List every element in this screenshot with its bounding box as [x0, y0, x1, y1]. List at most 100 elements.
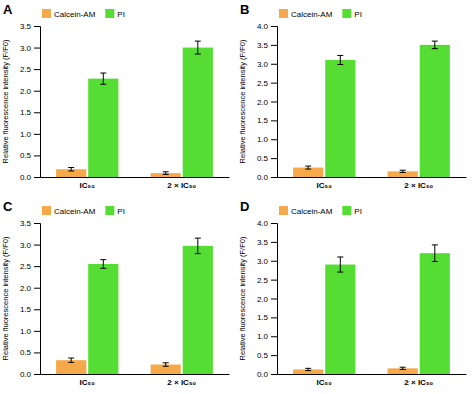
x-tick-label: 2 × IC₅₀ — [404, 181, 433, 190]
legend-label: Calcein-AM — [291, 207, 333, 216]
error-bar — [400, 170, 406, 172]
y-tick-mark — [271, 120, 277, 121]
y-tick-mark — [34, 91, 40, 92]
bar — [388, 368, 418, 374]
y-tick-label: 2.5 — [20, 262, 32, 271]
error-bar-cap — [305, 166, 311, 167]
error-bar-cap — [163, 362, 169, 363]
y-tick-mark — [271, 299, 277, 300]
y-tick-label: 2.0 — [20, 87, 32, 96]
y-tick: 2.5 — [257, 79, 277, 88]
y-tick: 4.0 — [257, 219, 277, 228]
error-bar — [432, 245, 438, 262]
bar — [183, 48, 213, 177]
panel-label: C — [3, 199, 13, 214]
y-tick-mark — [34, 245, 40, 246]
plot-area: 0.00.51.01.52.02.53.03.5IC₅₀2 × IC₅₀Rela… — [1, 219, 230, 387]
x-axis: IC₅₀2 × IC₅₀ — [41, 178, 230, 190]
error-bar — [400, 367, 406, 369]
y-tick-mark — [271, 158, 277, 159]
y-axis-title: Relative fluorescence intensity (F/F0) — [1, 39, 10, 163]
error-bar-cap — [195, 54, 201, 55]
plot-area: 0.00.51.01.52.02.53.03.5IC₅₀2 × IC₅₀Rela… — [1, 22, 230, 190]
y-tick: 3.0 — [257, 60, 277, 69]
marks — [293, 41, 450, 177]
y-tick: 2.0 — [257, 98, 277, 107]
y-tick-mark — [271, 26, 277, 27]
error-bar-stem — [103, 260, 104, 269]
legend-item: PI — [342, 206, 362, 216]
x-tick-label: IC₅₀ — [317, 181, 333, 190]
error-bar-cap — [400, 172, 406, 173]
y-tick-label: 0.5 — [20, 348, 32, 357]
marks — [56, 238, 213, 374]
y-tick-label: 2.5 — [20, 65, 32, 74]
error-bar-stem — [103, 73, 104, 84]
y-tick: 0.0 — [20, 370, 40, 379]
error-bar-stem — [340, 257, 341, 272]
y-tick-mark — [271, 242, 277, 243]
series — [325, 41, 450, 177]
y-tick-mark — [34, 352, 40, 353]
legend-swatch — [42, 206, 51, 215]
x-axis-line — [41, 374, 230, 375]
y-tick-mark — [34, 155, 40, 156]
panel-label: B — [240, 2, 249, 17]
plot-area: 0.00.51.01.52.02.53.03.54.0IC₅₀2 × IC₅₀R… — [238, 22, 467, 190]
bar — [325, 60, 355, 177]
y-axis-line — [271, 27, 278, 178]
y-tick-label: 3.0 — [257, 257, 269, 266]
y-tick-mark — [34, 223, 40, 224]
y-tick: 1.0 — [257, 332, 277, 341]
x-axis-line — [278, 374, 467, 375]
y-tick-mark — [34, 288, 40, 289]
y-tick: 1.0 — [20, 130, 40, 139]
y-tick-label: 0.0 — [20, 173, 32, 182]
y-tick: 0.5 — [257, 351, 277, 360]
error-bar-cap — [432, 244, 438, 245]
y-tick: 0.5 — [20, 151, 40, 160]
y-tick-mark — [34, 266, 40, 267]
y-tick-label: 1.0 — [20, 130, 32, 139]
error-bar-cap — [100, 73, 106, 74]
bar — [420, 45, 450, 177]
x-tick-label: IC₅₀ — [317, 378, 333, 387]
legend-item: Calcein-AM — [279, 9, 333, 19]
y-tick: 3.0 — [20, 241, 40, 250]
y-tick: 3.0 — [20, 44, 40, 53]
legend: Calcein-AMPI — [42, 9, 125, 19]
error-bar-cap — [400, 367, 406, 368]
error-bar-cap — [432, 41, 438, 42]
y-tick-label: 3.5 — [257, 41, 269, 50]
y-tick-label: 2.0 — [257, 295, 269, 304]
y-tick: 1.5 — [20, 108, 40, 117]
y-tick-mark — [271, 139, 277, 140]
error-bar-stem — [434, 245, 435, 262]
y-axis-title: Relative fluorescence intensity (F/F0) — [1, 236, 10, 360]
bar — [56, 360, 86, 374]
legend-swatch — [279, 9, 288, 18]
y-tick-label: 4.0 — [257, 22, 269, 31]
x-tick: IC₅₀ — [80, 378, 96, 387]
y-axis-title: Relative fluorescence intensity (F/F0) — [238, 236, 247, 360]
legend-label: PI — [354, 10, 362, 19]
y-tick-label: 2.5 — [257, 276, 269, 285]
y-tick-mark — [271, 374, 277, 375]
legend-swatch — [105, 9, 114, 18]
y-tick-label: 0.0 — [257, 370, 269, 379]
series — [56, 358, 181, 374]
x-axis: IC₅₀ 2 × IC₅₀ — [278, 178, 467, 190]
y-axis-title: Relative fluorescence intensity (F/F0) — [238, 39, 247, 163]
y-tick: 1.5 — [20, 305, 40, 314]
error-bar — [100, 260, 106, 269]
y-axis-line — [34, 27, 41, 178]
y-tick-label: 0.0 — [257, 173, 269, 182]
error-bar-cap — [305, 169, 311, 170]
legend: Calcein-AMPI — [42, 206, 125, 216]
error-bar — [163, 172, 169, 175]
y-axis-line — [271, 224, 278, 375]
error-bar-stem — [340, 55, 341, 64]
error-bar-cap — [195, 253, 201, 254]
y-axis: 0.00.51.01.52.02.53.03.54.0 — [257, 22, 278, 182]
y-tick: 1.0 — [20, 327, 40, 336]
